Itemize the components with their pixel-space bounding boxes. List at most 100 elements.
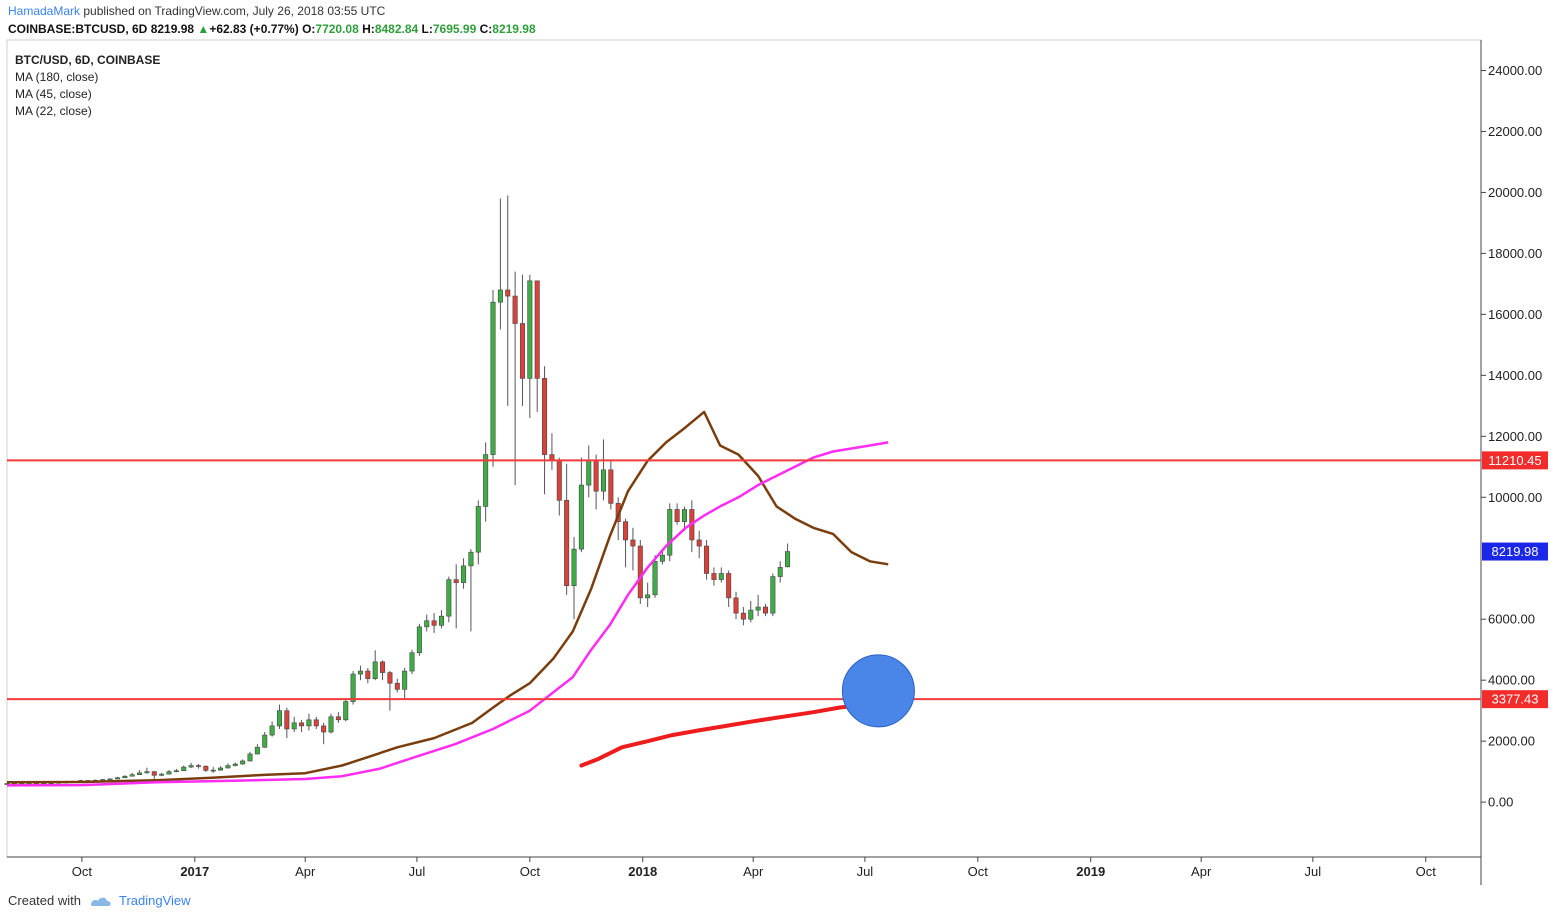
candle-body: [188, 765, 194, 768]
candle-body: [350, 673, 356, 702]
candle: [681, 506, 687, 531]
candle-body: [483, 454, 489, 507]
symbol-ohlc-line: COINBASE:BTCUSD, 6D 8219.98 ▲+62.83 (+0.…: [8, 22, 536, 36]
moving-averages: [6, 410, 891, 787]
candle-body: [586, 460, 592, 486]
candle-body: [623, 521, 629, 541]
y-tick-label: 2000.00: [1488, 734, 1535, 749]
candle: [748, 600, 754, 623]
y-tick-label: 20000.00: [1488, 185, 1542, 200]
candle-body: [424, 620, 430, 628]
candle-body: [321, 725, 327, 733]
candle-body: [173, 770, 179, 773]
candle: [335, 712, 341, 723]
candle: [483, 442, 489, 522]
candle: [195, 764, 201, 769]
candle: [321, 722, 327, 745]
candle: [284, 707, 290, 739]
candle: [247, 751, 253, 762]
candle: [343, 698, 349, 722]
candle-body: [409, 652, 415, 672]
candle: [755, 594, 761, 617]
candle: [704, 539, 710, 580]
candle: [306, 713, 312, 731]
candle: [166, 770, 172, 775]
candle: [527, 274, 533, 419]
candle: [394, 678, 400, 693]
candle-body: [777, 567, 783, 577]
candle-body: [762, 606, 768, 614]
candle-body: [704, 545, 710, 574]
candle: [600, 439, 606, 501]
candle: [726, 570, 732, 608]
candle: [718, 567, 724, 583]
candle: [608, 460, 614, 510]
candle: [380, 660, 386, 681]
author-link[interactable]: HamadaMark: [8, 4, 81, 18]
candle: [416, 623, 422, 656]
close-value: 8219.98: [492, 22, 536, 36]
candle-body: [461, 565, 467, 583]
candle-body: [578, 484, 584, 550]
candle-body: [387, 672, 393, 684]
candle: [240, 759, 246, 765]
annotation-circle[interactable]: [841, 654, 915, 728]
candle: [210, 767, 216, 773]
candle: [490, 289, 496, 467]
candle: [564, 463, 570, 595]
candle: [225, 763, 231, 769]
ma22-line: [6, 441, 889, 787]
created-with-label: Created with: [8, 893, 81, 908]
candle-body: [468, 551, 474, 567]
price-tags: 11210.45 3377.43 8219.98: [1482, 451, 1548, 709]
open-label: O:: [302, 22, 316, 36]
candle: [372, 650, 378, 681]
candle-body: [291, 722, 297, 730]
candle-body: [247, 753, 253, 762]
candle-body: [232, 763, 238, 766]
last-price: 8219.98: [150, 22, 195, 36]
close-label: C:: [479, 22, 493, 36]
candle-body: [681, 509, 687, 522]
candle-body: [151, 771, 157, 776]
candle: [711, 567, 717, 586]
footer: Created with TradingView: [8, 893, 191, 908]
candle: [438, 610, 444, 629]
candle-body: [637, 545, 643, 599]
candle: [733, 591, 739, 620]
candle-body: [262, 734, 268, 748]
high-label: H:: [362, 22, 375, 36]
up-arrow-icon: ▲: [197, 22, 210, 36]
candle: [409, 649, 415, 675]
candle-body: [416, 626, 422, 654]
candle: [203, 765, 209, 772]
candle: [571, 536, 577, 620]
candle-body: [667, 509, 673, 556]
candle-body: [696, 539, 702, 547]
tradingview-link[interactable]: TradingView: [118, 893, 191, 908]
last-price-tag-bg: [1482, 542, 1548, 561]
candle: [777, 561, 783, 583]
candle: [387, 671, 393, 711]
candle-body: [299, 722, 305, 727]
candle-body: [733, 597, 739, 614]
x-tick-label: 2019: [1076, 864, 1105, 879]
candle-body: [431, 620, 437, 626]
candle: [159, 772, 165, 777]
candle-body: [652, 560, 658, 596]
legend-ma45: MA (45, close): [15, 87, 92, 101]
candle: [652, 555, 658, 598]
x-tick-label: Apr: [295, 864, 316, 879]
candle-body: [225, 765, 231, 769]
legend-ma22: MA (22, close): [15, 104, 92, 118]
candle-body: [276, 710, 282, 727]
x-tick-label: Oct: [968, 864, 989, 879]
y-tick-label: 18000.00: [1488, 246, 1542, 261]
candle-body: [571, 548, 577, 586]
candle: [254, 744, 260, 755]
y-tick-label: 12000.00: [1488, 429, 1542, 444]
level-tag-1-bg: [1482, 451, 1548, 470]
candle: [468, 549, 474, 632]
candle: [785, 543, 791, 568]
